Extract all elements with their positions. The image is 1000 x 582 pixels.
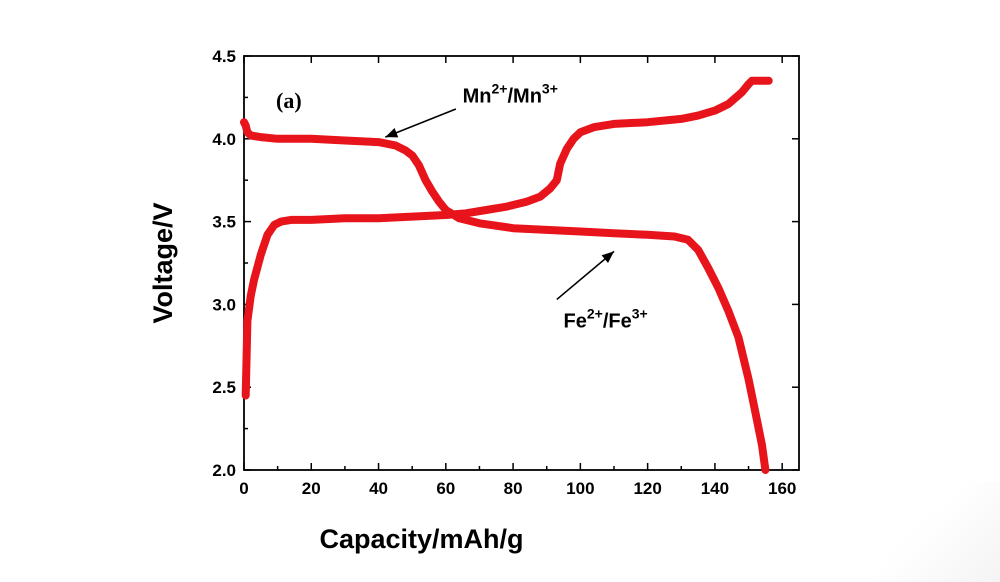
corner-background-shade [870, 482, 1000, 582]
x-tick-label: 120 [633, 479, 661, 498]
annotation-arrowhead-mn [385, 128, 399, 138]
y-tick-label: 4.0 [212, 130, 236, 149]
annotation-fe-part: /Fe [603, 311, 632, 333]
x-axis-title: Capacity/mAh/g [319, 524, 523, 554]
y-tick-label: 3.5 [212, 213, 236, 232]
y-tick-label: 2.5 [212, 378, 236, 397]
x-tick-label: 0 [239, 479, 248, 498]
annotation-fe-part: Fe [564, 311, 587, 333]
plot-frame [243, 55, 800, 471]
annotation-mn: Mn2+/Mn3+ [463, 80, 558, 107]
annotation-fe-part: 2+ [587, 306, 603, 322]
annotation-fe: Fe2+/Fe3+ [564, 306, 648, 333]
annotation-fe-part: 3+ [632, 306, 648, 322]
y-tick-label: 3.0 [212, 295, 236, 314]
annotation-arrowhead-fe [601, 251, 614, 263]
x-tick-label: 40 [369, 479, 388, 498]
x-tick-label: 160 [768, 479, 796, 498]
y-tick-label: 2.0 [212, 461, 236, 480]
series-line-discharge [240, 118, 770, 474]
y-axis-title: Voltage/V [148, 202, 178, 323]
annotation-mn-part: /Mn [507, 85, 541, 107]
panel-label: (a) [276, 88, 302, 113]
plot-area: 0 20 40 60 80 100 120 140 160 2.0 2.5 3.0 3.5 4.0 4.5 C… [148, 47, 800, 554]
x-tick-label: 100 [566, 479, 594, 498]
annotation-arrow-mn [384, 108, 457, 138]
annotation-mn-part: Mn [463, 85, 492, 107]
annotation-mn-part: 2+ [492, 80, 508, 96]
annotation-arrow-fe [556, 250, 615, 301]
series-line-charge [241, 76, 773, 400]
y-tick-label: 4.5 [212, 47, 236, 66]
x-tick-label: 20 [302, 479, 321, 498]
annotation-mn-part: 3+ [542, 80, 558, 96]
x-tick-label: 80 [504, 479, 523, 498]
x-tick-label: 140 [701, 479, 729, 498]
x-tick-label: 60 [436, 479, 455, 498]
